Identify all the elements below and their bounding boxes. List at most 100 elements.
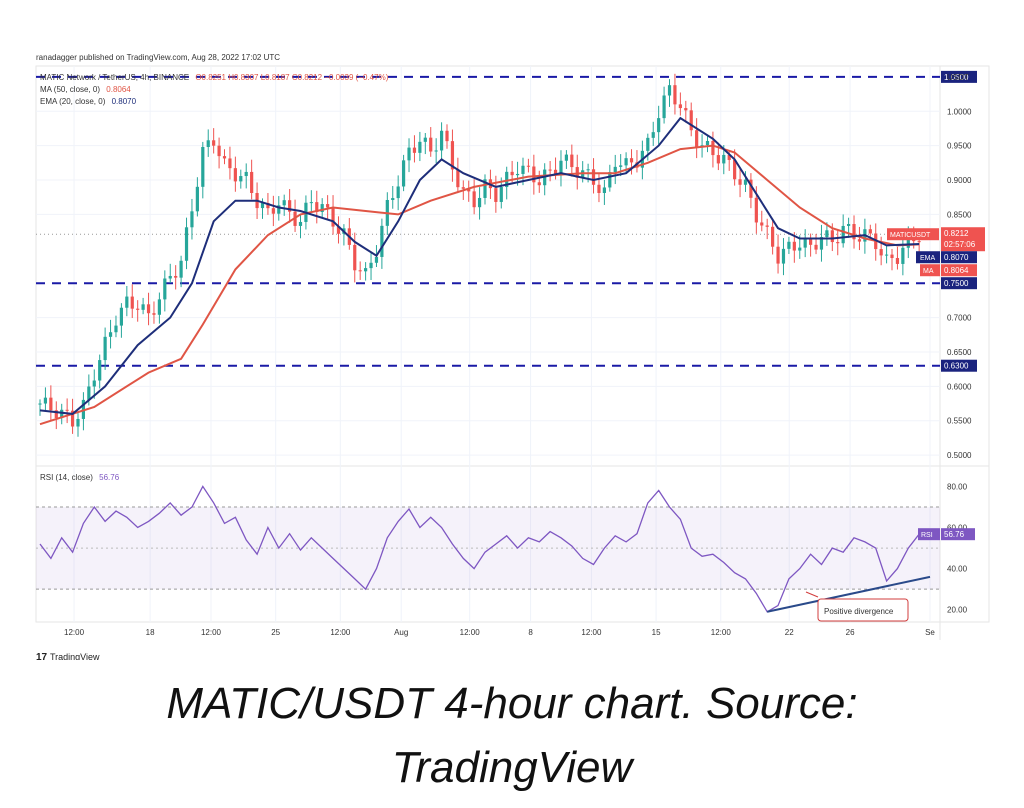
candle-body	[505, 171, 509, 188]
price-tick-label: 0.8500	[947, 210, 972, 219]
candle-body	[401, 160, 406, 187]
rsi-band	[36, 506, 940, 590]
candle-body	[445, 130, 449, 142]
annotation-pointer	[805, 591, 819, 598]
candle-body	[282, 200, 286, 206]
candle-body	[369, 262, 373, 269]
candle-body	[494, 188, 498, 202]
countdown-label: 02:57:06	[944, 240, 976, 249]
candle-body	[70, 410, 75, 427]
candle-body	[564, 154, 569, 161]
candle-body	[619, 165, 623, 167]
time-tick-label: 12:00	[581, 628, 602, 637]
candle-body	[537, 182, 541, 186]
candle-body	[434, 150, 438, 152]
candle-body	[575, 167, 579, 178]
symbol-tag-label: MATICUSDT	[890, 232, 931, 239]
rsi-tick-label: 60.00	[947, 524, 968, 533]
time-tick-label: 12:00	[330, 628, 351, 637]
candle-body	[705, 140, 710, 146]
candle-body	[222, 156, 227, 159]
level-tag	[941, 70, 977, 83]
candle-body	[228, 158, 232, 169]
candle-body	[852, 224, 856, 240]
caption-line-2: TradingView	[391, 743, 633, 792]
candle-body	[597, 184, 601, 193]
candle-body	[917, 241, 921, 243]
candle-body	[825, 230, 829, 238]
grid	[36, 66, 940, 622]
price-tick-label: 0.6000	[947, 382, 972, 391]
candle-body	[716, 155, 720, 164]
candle-body	[450, 141, 455, 170]
ohlc-values: O0.8251 H0.8307 L0.8187 C0.8212 −0.0039 …	[195, 73, 388, 82]
candle-body	[662, 95, 666, 119]
time-tick-label: 25	[271, 628, 280, 637]
candle-body	[830, 230, 834, 243]
candle-body	[98, 360, 102, 381]
candle-body	[629, 158, 634, 163]
candle-body	[765, 225, 769, 227]
ma-tag-label: MA	[923, 268, 934, 275]
rsi-tag-label: RSI	[921, 532, 933, 539]
candle-body	[277, 205, 281, 214]
candle-body	[429, 137, 433, 152]
candle-body	[477, 197, 482, 208]
candle-body	[43, 397, 48, 404]
price-tick-label: 0.5500	[947, 417, 972, 426]
candle-body	[727, 154, 731, 160]
candle-body	[407, 147, 411, 161]
candle-body	[65, 409, 69, 411]
time-tick-label: 18	[146, 628, 155, 637]
candle-body	[298, 221, 303, 226]
candle-body	[49, 397, 53, 411]
time-tick-label: Aug	[394, 628, 408, 637]
candle-body	[266, 202, 270, 209]
time-tick-label: 8	[528, 628, 533, 637]
level-tag-label: 1.0500	[944, 73, 969, 82]
candle-body	[548, 169, 552, 171]
candle-body	[456, 169, 460, 188]
ma-line	[39, 144, 920, 426]
candle-body	[591, 169, 596, 185]
last-price-label: 0.8212	[944, 229, 969, 238]
rsi-legend-label: RSI (14, close)	[40, 473, 93, 482]
candle-body	[157, 299, 161, 315]
candle-body	[336, 226, 341, 234]
ema-legend-label: EMA (20, close, 0)	[40, 97, 106, 106]
tradingview-logo-text: TradingView	[50, 652, 100, 660]
support-resistance-levels	[36, 75, 940, 367]
candle-body	[190, 211, 194, 228]
time-tick-label: 22	[785, 628, 794, 637]
level-tag	[941, 277, 977, 290]
candle-body	[771, 226, 775, 247]
candle-body	[179, 260, 183, 278]
candle-body	[288, 200, 292, 212]
ma-value-tag	[941, 264, 977, 277]
time-tick-label: 12:00	[201, 628, 222, 637]
candles	[38, 73, 921, 437]
rsi-tick-label: 20.00	[947, 606, 968, 615]
candle-body	[423, 137, 427, 142]
candle-body	[738, 179, 742, 185]
price-tick-label: 0.6500	[947, 348, 972, 357]
time-tick-label: 12:00	[711, 628, 732, 637]
candle-body	[54, 410, 58, 419]
rsi-pane-border	[35, 465, 990, 623]
candle-body	[814, 244, 818, 250]
candle-body	[613, 166, 617, 173]
candle-body	[608, 172, 612, 188]
candle-body	[787, 241, 791, 249]
rsi-value-tag	[941, 528, 975, 541]
candle-body	[895, 258, 900, 264]
ma-value-label: 0.8064	[944, 266, 969, 275]
candle-body	[125, 296, 129, 308]
candle-body	[141, 304, 145, 310]
candle-body	[315, 202, 319, 212]
candle-body	[906, 233, 910, 248]
tradingview-logo: 17 TradingView	[36, 652, 100, 660]
candle-body	[792, 241, 796, 251]
candle-body	[760, 222, 764, 226]
candle-body	[412, 147, 417, 153]
candle-body	[553, 169, 558, 175]
